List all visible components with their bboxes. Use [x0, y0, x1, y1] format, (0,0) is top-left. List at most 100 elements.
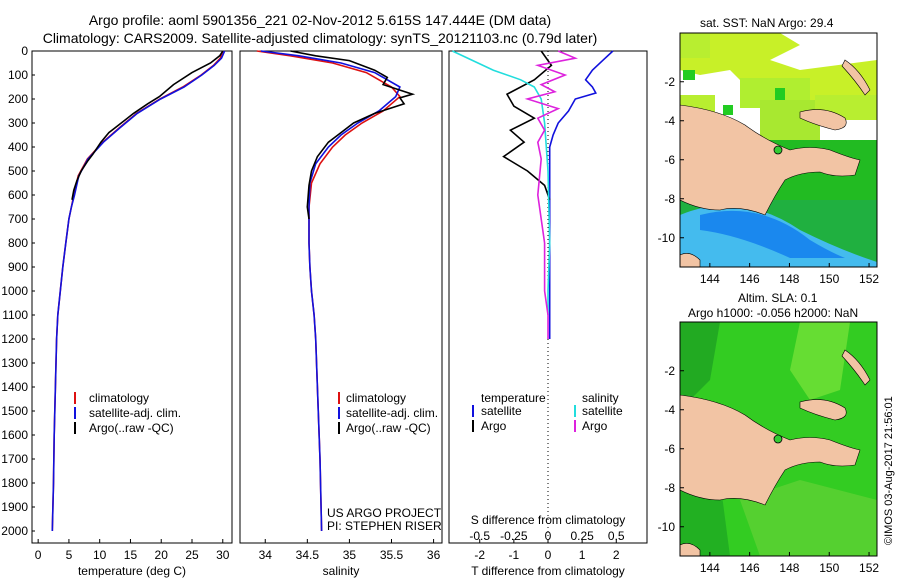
temperature-lines	[51, 50, 226, 532]
series-s-argo	[524, 50, 579, 339]
sst-argo-marker	[773, 145, 783, 155]
depth-tick-label: 400	[8, 140, 28, 154]
difference-legend: temperature satellite Argo salinity sate…	[472, 391, 623, 433]
series-t-satellite	[548, 50, 614, 339]
sla-field	[790, 322, 850, 400]
map-y-tick-label: -2	[664, 364, 675, 378]
temperature-frame	[31, 50, 233, 544]
credit-project: US ARGO PROJECT	[327, 506, 442, 520]
x-tick-label: -2	[474, 548, 485, 562]
s-tick-label: -0.5	[469, 529, 490, 543]
credit-pi: PI: STEPHEN RISER	[327, 519, 442, 533]
difference-x-ticks: -2 -1 0 1 2 -0.5 -0.25 0 0.25 0.5	[469, 529, 625, 562]
x-tick-label: 5	[66, 548, 73, 562]
legend-argo: Argo(..raw -QC)	[89, 421, 174, 435]
salinity-frame	[239, 50, 443, 544]
map-y-tick-label: -8	[664, 481, 675, 495]
legend-climatology: climatology	[89, 391, 149, 405]
sla-land-australia	[680, 543, 701, 556]
x-tick-label: 30	[216, 548, 230, 562]
sst-field-cooler	[700, 210, 845, 258]
depth-tick-label: 1200	[1, 332, 28, 346]
map-y-tick-label: -6	[664, 442, 675, 456]
sst-field-warm	[680, 33, 877, 110]
depth-tick-label: 1000	[1, 284, 28, 298]
map-x-tick-label: 144	[700, 272, 720, 286]
depth-tick-label: 2000	[1, 524, 28, 538]
map-y-tick-label: -10	[658, 520, 676, 534]
x-tick-label: 25	[185, 548, 199, 562]
map-x-tick-label: 150	[819, 272, 839, 286]
legend-s-satellite: satellite	[582, 404, 623, 418]
legend-s-argo: Argo	[582, 419, 608, 433]
sla-argo-marker	[773, 434, 783, 444]
salinity-xlabel: salinity	[323, 564, 360, 578]
sla-field	[680, 322, 720, 400]
map-y-tick-label: -10	[658, 231, 676, 245]
t-difference-xlabel: T difference from climatology	[471, 564, 625, 578]
series-satellite-adj-clim-	[51, 50, 226, 532]
depth-tick-label: 800	[8, 236, 28, 250]
depth-ticks: 0 100 200 300 400 500 600 700 800 900 1000 1100 1200…	[1, 44, 35, 538]
temperature-legend: climatology satellite-adj. clim. Argo(..…	[74, 391, 181, 435]
depth-tick-label: 500	[8, 164, 28, 178]
map-x-tick-label: 152	[859, 272, 879, 286]
x-tick-label: 35	[343, 548, 357, 562]
salinity-legend: climatology satellite-adj. clim. Argo(..…	[338, 391, 438, 435]
series-s-satellite	[452, 50, 551, 315]
sst-cell	[680, 33, 710, 58]
map-y-tick-label: -4	[664, 403, 675, 417]
s-tick-label: 0.25	[570, 529, 594, 543]
x-tick-label: 0	[545, 548, 552, 562]
map-x-tick-label: 148	[779, 561, 799, 575]
depth-tick-label: 600	[8, 188, 28, 202]
series-t-argo	[502, 50, 553, 201]
title-line-1: Argo profile: aoml 5901356_221 02-Nov-20…	[88, 12, 552, 28]
salinity-panel: 34 34.5 35 35.5 36 climatology satellite-adj…	[239, 50, 443, 578]
depth-tick-label: 1300	[1, 356, 28, 370]
legend-t-argo: Argo	[481, 419, 507, 433]
sst-cell	[723, 105, 733, 115]
x-tick-label: 20	[155, 548, 169, 562]
x-tick-label: 34.5	[296, 548, 320, 562]
legend-t-satellite: satellite	[481, 404, 522, 418]
map-x-tick-label: 146	[740, 561, 760, 575]
series-argo	[71, 50, 224, 200]
depth-tick-label: 700	[8, 212, 28, 226]
sla-land-new-guinea	[680, 394, 861, 506]
map-y-tick-label: -4	[664, 114, 675, 128]
depth-tick-label: 0	[21, 44, 28, 58]
s-difference-xlabel: S difference from climatology	[471, 513, 626, 527]
sst-frame	[679, 32, 878, 268]
sla-map-title-2: Argo h1000: -0.056 h2000: NaN	[688, 306, 859, 320]
map-x-tick-label: 152	[859, 561, 879, 575]
map-x-tick-label: 150	[819, 561, 839, 575]
sla-land-new-britain	[799, 399, 847, 421]
difference-panel: -2 -1 0 1 2 -0.5 -0.25 0 0.25 0.5 temperature sat…	[448, 50, 648, 578]
x-tick-label: 10	[93, 548, 107, 562]
sla-land-new-ireland	[841, 349, 871, 386]
sst-land-new-britain	[799, 109, 847, 131]
sla-field	[740, 480, 877, 556]
x-tick-label: 35.5	[380, 548, 404, 562]
x-tick-label: 34	[259, 548, 273, 562]
x-tick-label: 2	[613, 548, 620, 562]
depth-tick-label: 900	[8, 260, 28, 274]
sst-map-title: sat. SST: NaN Argo: 29.4	[700, 16, 834, 30]
map-x-tick-label: 148	[779, 272, 799, 286]
x-tick-label: 36	[427, 548, 441, 562]
legend-argo: Argo(..raw -QC)	[346, 421, 431, 435]
sst-cell	[683, 70, 695, 80]
s-tick-label: 0.5	[608, 529, 625, 543]
map-y-tick-label: -8	[664, 192, 675, 206]
depth-tick-label: 100	[8, 68, 28, 82]
x-tick-label: 15	[124, 548, 138, 562]
depth-tick-label: 200	[8, 92, 28, 106]
depth-tick-label: 1500	[1, 404, 28, 418]
legend-satellite: satellite-adj. clim.	[346, 406, 438, 420]
depth-tick-label: 1900	[1, 500, 28, 514]
map-x-tick-label: 144	[700, 561, 720, 575]
legend-satellite: satellite-adj. clim.	[89, 406, 181, 420]
s-tick-label: 0	[545, 529, 552, 543]
